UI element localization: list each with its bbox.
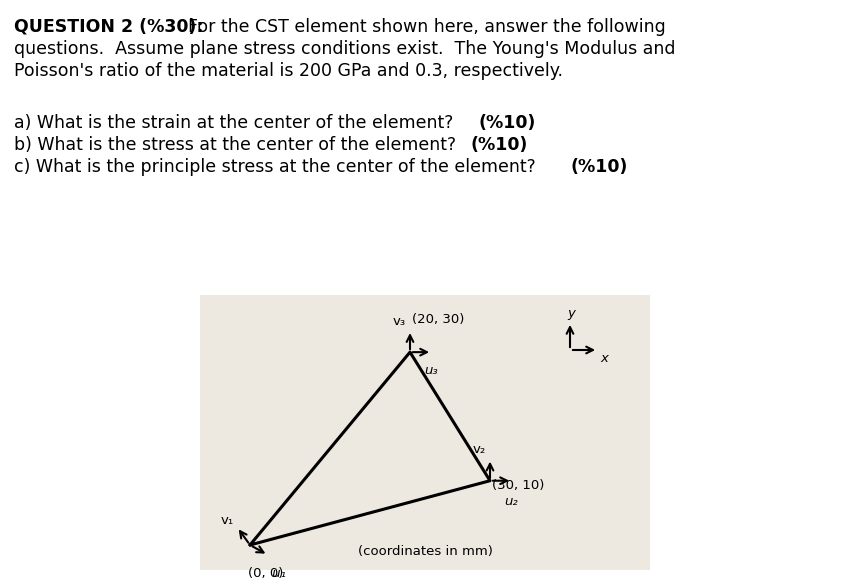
Text: x: x xyxy=(600,352,608,365)
Text: u₃: u₃ xyxy=(424,364,437,377)
Text: c) What is the principle stress at the center of the element?: c) What is the principle stress at the c… xyxy=(14,158,541,176)
Text: (%10): (%10) xyxy=(478,114,535,132)
Text: u₁: u₁ xyxy=(268,567,286,580)
Text: (20, 30): (20, 30) xyxy=(412,313,465,326)
Text: questions.  Assume plane stress conditions exist.  The Young's Modulus and: questions. Assume plane stress condition… xyxy=(14,40,676,58)
Text: Poisson's ratio of the material is 200 GPa and 0.3, respectively.: Poisson's ratio of the material is 200 G… xyxy=(14,62,563,80)
Text: u₂: u₂ xyxy=(504,495,517,508)
Text: b) What is the stress at the center of the element?: b) What is the stress at the center of t… xyxy=(14,136,461,154)
Text: (coordinates in mm): (coordinates in mm) xyxy=(357,545,493,558)
Text: For the CST element shown here, answer the following: For the CST element shown here, answer t… xyxy=(177,18,665,36)
Text: (%10): (%10) xyxy=(471,136,528,154)
Text: v₂: v₂ xyxy=(473,443,486,456)
Text: (%10): (%10) xyxy=(571,158,628,176)
Text: v₃: v₃ xyxy=(393,315,406,328)
Bar xyxy=(200,295,650,570)
Text: v₁: v₁ xyxy=(221,514,234,527)
Text: QUESTION 2 (%30):: QUESTION 2 (%30): xyxy=(14,18,203,36)
Text: y: y xyxy=(567,307,575,320)
Text: (30, 10): (30, 10) xyxy=(492,479,545,492)
Text: a) What is the strain at the center of the element?: a) What is the strain at the center of t… xyxy=(14,114,459,132)
Text: (0, 0): (0, 0) xyxy=(248,567,283,580)
